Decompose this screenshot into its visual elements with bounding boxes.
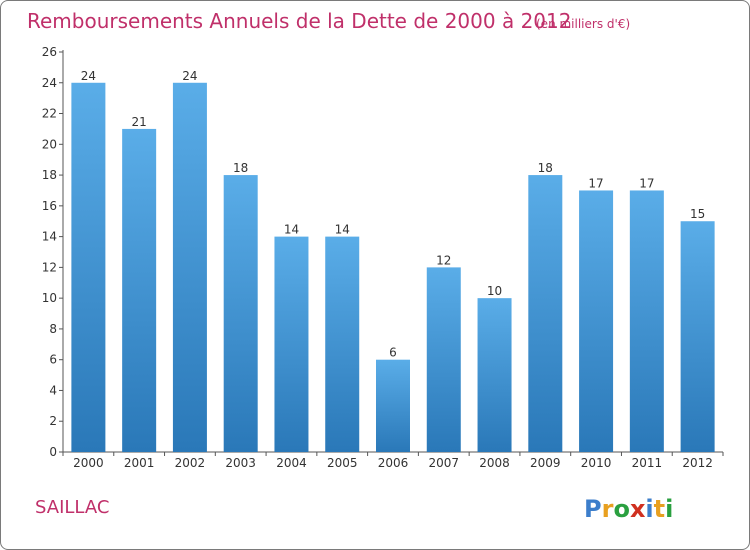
bar [528, 175, 563, 453]
x-tick-label: 2010 [581, 456, 612, 470]
data-label: 15 [690, 207, 705, 221]
x-tick-label: 2012 [682, 456, 713, 470]
bar [172, 82, 207, 453]
bar [122, 128, 157, 452]
bar [579, 190, 614, 452]
y-tick-label: 10 [42, 291, 57, 305]
logo-letter: t [654, 495, 665, 523]
x-tick-label: 2009 [530, 456, 561, 470]
bar [71, 82, 106, 453]
data-label: 12 [436, 253, 451, 267]
x-tick-label: 2004 [276, 456, 307, 470]
logo-letter: i [665, 495, 673, 523]
bar [629, 190, 664, 452]
data-label: 24 [81, 69, 96, 83]
logo-letter: x [630, 495, 646, 523]
x-tick-label: 2000 [73, 456, 104, 470]
data-label: 6 [389, 346, 397, 360]
x-tick-label: 2005 [327, 456, 358, 470]
x-tick-label: 2002 [175, 456, 206, 470]
bar [274, 236, 309, 452]
data-label: 21 [132, 115, 147, 129]
y-tick-label: 8 [49, 322, 57, 336]
chart-unit-note: (en milliers d'€) [536, 17, 630, 31]
x-tick-label: 2011 [632, 456, 663, 470]
data-label: 24 [182, 69, 197, 83]
x-tick-label: 2003 [225, 456, 256, 470]
data-label: 17 [588, 176, 603, 190]
y-tick-label: 12 [42, 260, 57, 274]
x-tick-label: 2008 [479, 456, 510, 470]
logo-letter: o [613, 495, 630, 523]
bar [325, 236, 360, 452]
proxiti-logo: Proxiti [584, 495, 673, 523]
bar [477, 298, 512, 452]
data-label: 14 [335, 223, 350, 237]
data-label: 17 [639, 176, 654, 190]
logo-letter: P [584, 495, 602, 523]
y-tick-label: 0 [49, 445, 57, 459]
chart-title: Remboursements Annuels de la Dette de 20… [27, 9, 571, 33]
bars: 24 21 24 18 14 14 6 12 10 18 17 17 15 [71, 69, 715, 453]
x-tick-label: 2001 [124, 456, 155, 470]
y-tick-label: 6 [49, 353, 57, 367]
bar [376, 359, 410, 452]
y-tick-label: 20 [42, 137, 57, 151]
y-tick-label: 18 [42, 168, 57, 182]
bar [223, 175, 258, 453]
logo-letter: r [602, 495, 614, 523]
logo-letter: i [645, 495, 653, 523]
data-label: 10 [487, 284, 502, 298]
data-label: 18 [538, 161, 553, 175]
y-tick-label: 14 [42, 230, 57, 244]
y-tick-label: 22 [42, 107, 57, 121]
x-tick-label: 2006 [378, 456, 409, 470]
y-tick-label: 2 [49, 414, 57, 428]
data-label: 14 [284, 223, 299, 237]
x-tick-label: 2007 [428, 456, 459, 470]
bar [426, 267, 461, 452]
y-tick-label: 16 [42, 199, 57, 213]
bar [680, 221, 715, 452]
data-label: 18 [233, 161, 248, 175]
y-tick-label: 26 [42, 45, 57, 59]
y-tick-label: 4 [49, 383, 57, 397]
commune-name: SAILLAC [35, 497, 109, 518]
y-tick-label: 24 [42, 76, 57, 90]
